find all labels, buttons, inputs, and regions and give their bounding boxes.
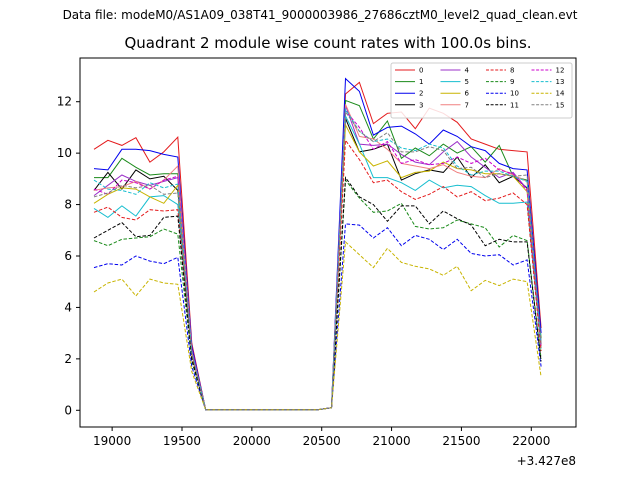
legend-label-4: 4 [465,67,470,75]
series-line-11 [93,176,542,411]
x-tick-label: 21000 [372,434,410,448]
series-line-15 [93,110,542,411]
y-tick-label: 2 [64,352,72,366]
x-offset-label: +3.427e8 [517,454,576,468]
plot-lines [93,77,542,411]
x-tick-label: 20500 [303,434,341,448]
x-tick-label: 19500 [163,434,201,448]
series-line-14 [93,240,542,411]
y-tick-label: 12 [57,95,72,109]
series-line-12 [93,109,542,411]
legend-label-3: 3 [419,101,423,109]
legend-label-8: 8 [510,67,514,75]
legend-label-10: 10 [510,90,519,98]
legend-label-1: 1 [419,78,423,86]
x-tick-label: 19000 [93,434,131,448]
x-tick-label: 22000 [512,434,550,448]
x-tick-label: 21500 [442,434,480,448]
series-line-4 [93,105,542,411]
series-line-8 [93,138,542,411]
legend-label-0: 0 [419,67,423,75]
series-line-2 [93,77,542,411]
legend-label-7: 7 [465,101,469,109]
legend-label-11: 11 [510,101,519,109]
y-tick-label: 0 [64,403,72,417]
y-tick-label: 10 [57,146,72,160]
plot-frame [79,57,577,428]
legend-label-5: 5 [465,78,469,86]
x-axis: 19000 19500 20000 20500 21000 21500 22000 [93,427,550,448]
series-line-1 [94,99,542,411]
y-tick-label: 6 [64,249,72,263]
legend-label-12: 12 [556,67,565,75]
legend-label-2: 2 [419,90,423,98]
x-tick-label: 20000 [233,434,271,448]
legend-label-13: 13 [556,78,565,86]
series-line-3 [93,118,542,411]
y-tick-label: 4 [64,300,72,314]
legend-label-6: 6 [465,90,470,98]
series-line-10 [93,223,542,411]
legend-box [390,62,573,119]
legend-label-14: 14 [556,90,565,98]
legend-label-9: 9 [510,78,514,86]
figure-suptitle: Data file: modeM0/AS1A09_038T41_90000039… [62,8,578,22]
series-line-6 [93,123,542,411]
y-tick-label: 8 [64,198,72,212]
chart-title: Quadrant 2 module wise count rates with … [124,34,532,52]
legend-label-15: 15 [556,101,565,109]
series-line-9 [93,178,542,411]
y-axis: 0 2 4 6 8 10 12 [57,95,80,417]
series-line-0 [93,81,542,411]
